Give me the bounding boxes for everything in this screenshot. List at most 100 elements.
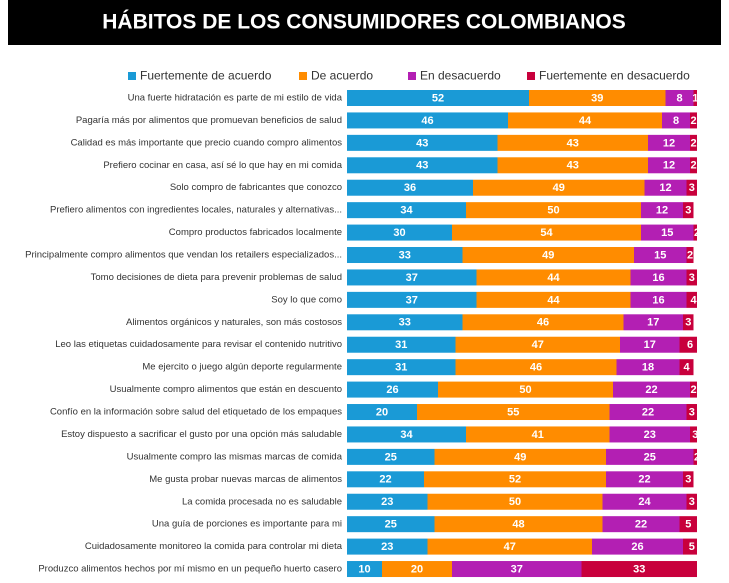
category-label: Estoy dispuesto a sacrificar el gusto po… xyxy=(61,429,342,440)
value-label: 6 xyxy=(687,339,693,351)
bar-segment xyxy=(679,516,697,533)
bar-segment xyxy=(466,202,641,219)
bar-segment xyxy=(347,112,508,129)
bar-segment xyxy=(686,493,697,510)
bar-segment xyxy=(347,448,435,465)
bar-segment xyxy=(693,90,697,106)
bar-segment xyxy=(665,90,694,106)
bar-segment xyxy=(382,561,452,578)
bar-segment xyxy=(690,381,697,398)
value-label: 12 xyxy=(659,182,671,194)
bar-segment xyxy=(347,269,477,286)
category-label: Principalmente compro alimentos que vend… xyxy=(25,250,342,261)
value-label: 25 xyxy=(385,519,397,531)
value-label: 2 xyxy=(690,384,696,396)
category-label: Me ejercito o juego algún deporte regula… xyxy=(142,362,342,373)
category-label: Compro productos fabricados localmente xyxy=(169,227,342,238)
title-bar xyxy=(8,0,721,45)
value-label: 48 xyxy=(512,519,524,531)
bar-segment xyxy=(434,516,603,533)
value-label: 12 xyxy=(663,160,675,172)
value-label: 33 xyxy=(633,563,645,575)
value-label: 39 xyxy=(591,92,603,104)
value-label: 23 xyxy=(381,541,393,553)
value-label: 50 xyxy=(519,384,531,396)
bar-segment xyxy=(347,202,466,219)
value-label: 26 xyxy=(631,541,643,553)
bar-segment xyxy=(347,90,529,106)
bar-segment xyxy=(648,134,690,151)
value-label: 22 xyxy=(638,474,650,486)
value-label: 52 xyxy=(509,474,521,486)
bar-segment xyxy=(686,179,697,196)
bar-segment xyxy=(648,157,690,174)
category-label: Confío en la información sobre salud del… xyxy=(50,407,342,418)
value-label: 20 xyxy=(411,563,423,575)
bar-segment xyxy=(623,314,683,331)
bar-segment xyxy=(630,269,687,286)
legend-label: Fuertemente en desacuerdo xyxy=(539,69,690,83)
value-label: 25 xyxy=(385,451,397,463)
bar-segment xyxy=(679,359,694,376)
bar-segment xyxy=(347,493,428,510)
value-label: 55 xyxy=(507,406,519,418)
category-label: Alimentos orgánicos y naturales, son más… xyxy=(126,317,342,328)
bar-segment xyxy=(452,224,641,241)
bar-segment xyxy=(641,202,683,219)
legend-swatch xyxy=(299,72,307,80)
category-label: Usualmente compro alimentos que están en… xyxy=(110,384,342,395)
value-label: 10 xyxy=(358,563,370,575)
value-label: 2 xyxy=(687,249,693,261)
bar-segment xyxy=(455,336,620,353)
bar-segment xyxy=(592,538,683,555)
bar-segment xyxy=(683,471,694,488)
value-label: 46 xyxy=(537,317,549,329)
legend-label: De acuerdo xyxy=(311,69,373,83)
bar-segment xyxy=(602,493,687,510)
bar-segment xyxy=(616,359,680,376)
bar-segment xyxy=(462,247,634,264)
value-label: 33 xyxy=(399,317,411,329)
value-label: 22 xyxy=(635,519,647,531)
bar-segment xyxy=(476,269,631,286)
category-label: Cuidadosamente monitoreo la comida para … xyxy=(85,541,343,552)
value-label: 26 xyxy=(386,384,398,396)
bar-segment xyxy=(347,426,466,443)
value-label: 3 xyxy=(692,429,698,441)
bar-segment xyxy=(620,336,680,353)
value-label: 31 xyxy=(395,362,407,374)
value-label: 16 xyxy=(652,294,664,306)
bar-segment xyxy=(347,561,382,578)
value-label: 20 xyxy=(376,406,388,418)
value-label: 12 xyxy=(663,137,675,149)
value-label: 15 xyxy=(654,249,666,261)
bar-segment xyxy=(686,269,697,286)
value-label: 3 xyxy=(689,272,695,284)
bar-segment xyxy=(508,112,662,129)
value-label: 3 xyxy=(689,182,695,194)
bar-segment xyxy=(609,404,687,421)
bar-segment xyxy=(634,247,687,264)
bar-segment xyxy=(662,112,690,129)
value-label: 50 xyxy=(509,496,521,508)
value-label: 2 xyxy=(694,451,700,463)
value-label: 2 xyxy=(694,227,700,239)
value-label: 47 xyxy=(532,339,544,351)
value-label: 22 xyxy=(379,474,391,486)
bar-segment xyxy=(683,202,694,219)
legend-swatch xyxy=(128,72,136,80)
bar-segment xyxy=(641,224,694,241)
bar-segment xyxy=(606,471,683,488)
bar-segment xyxy=(690,134,697,151)
value-label: 8 xyxy=(673,115,679,127)
bar-segment xyxy=(466,426,610,443)
bar-segment xyxy=(347,538,428,555)
bar-segment xyxy=(347,404,417,421)
chart-title: HÁBITOS DE LOS CONSUMIDORES COLOMBIANOS xyxy=(102,11,625,34)
bar-segment xyxy=(427,538,592,555)
bar-segment xyxy=(679,336,697,353)
category-label: Solo compro de fabricantes que conozco xyxy=(170,182,342,193)
value-label: 23 xyxy=(644,429,656,441)
category-label: Leo las etiquetas cuidadosamente para re… xyxy=(55,339,342,350)
category-label: Soy lo que como xyxy=(271,294,342,305)
